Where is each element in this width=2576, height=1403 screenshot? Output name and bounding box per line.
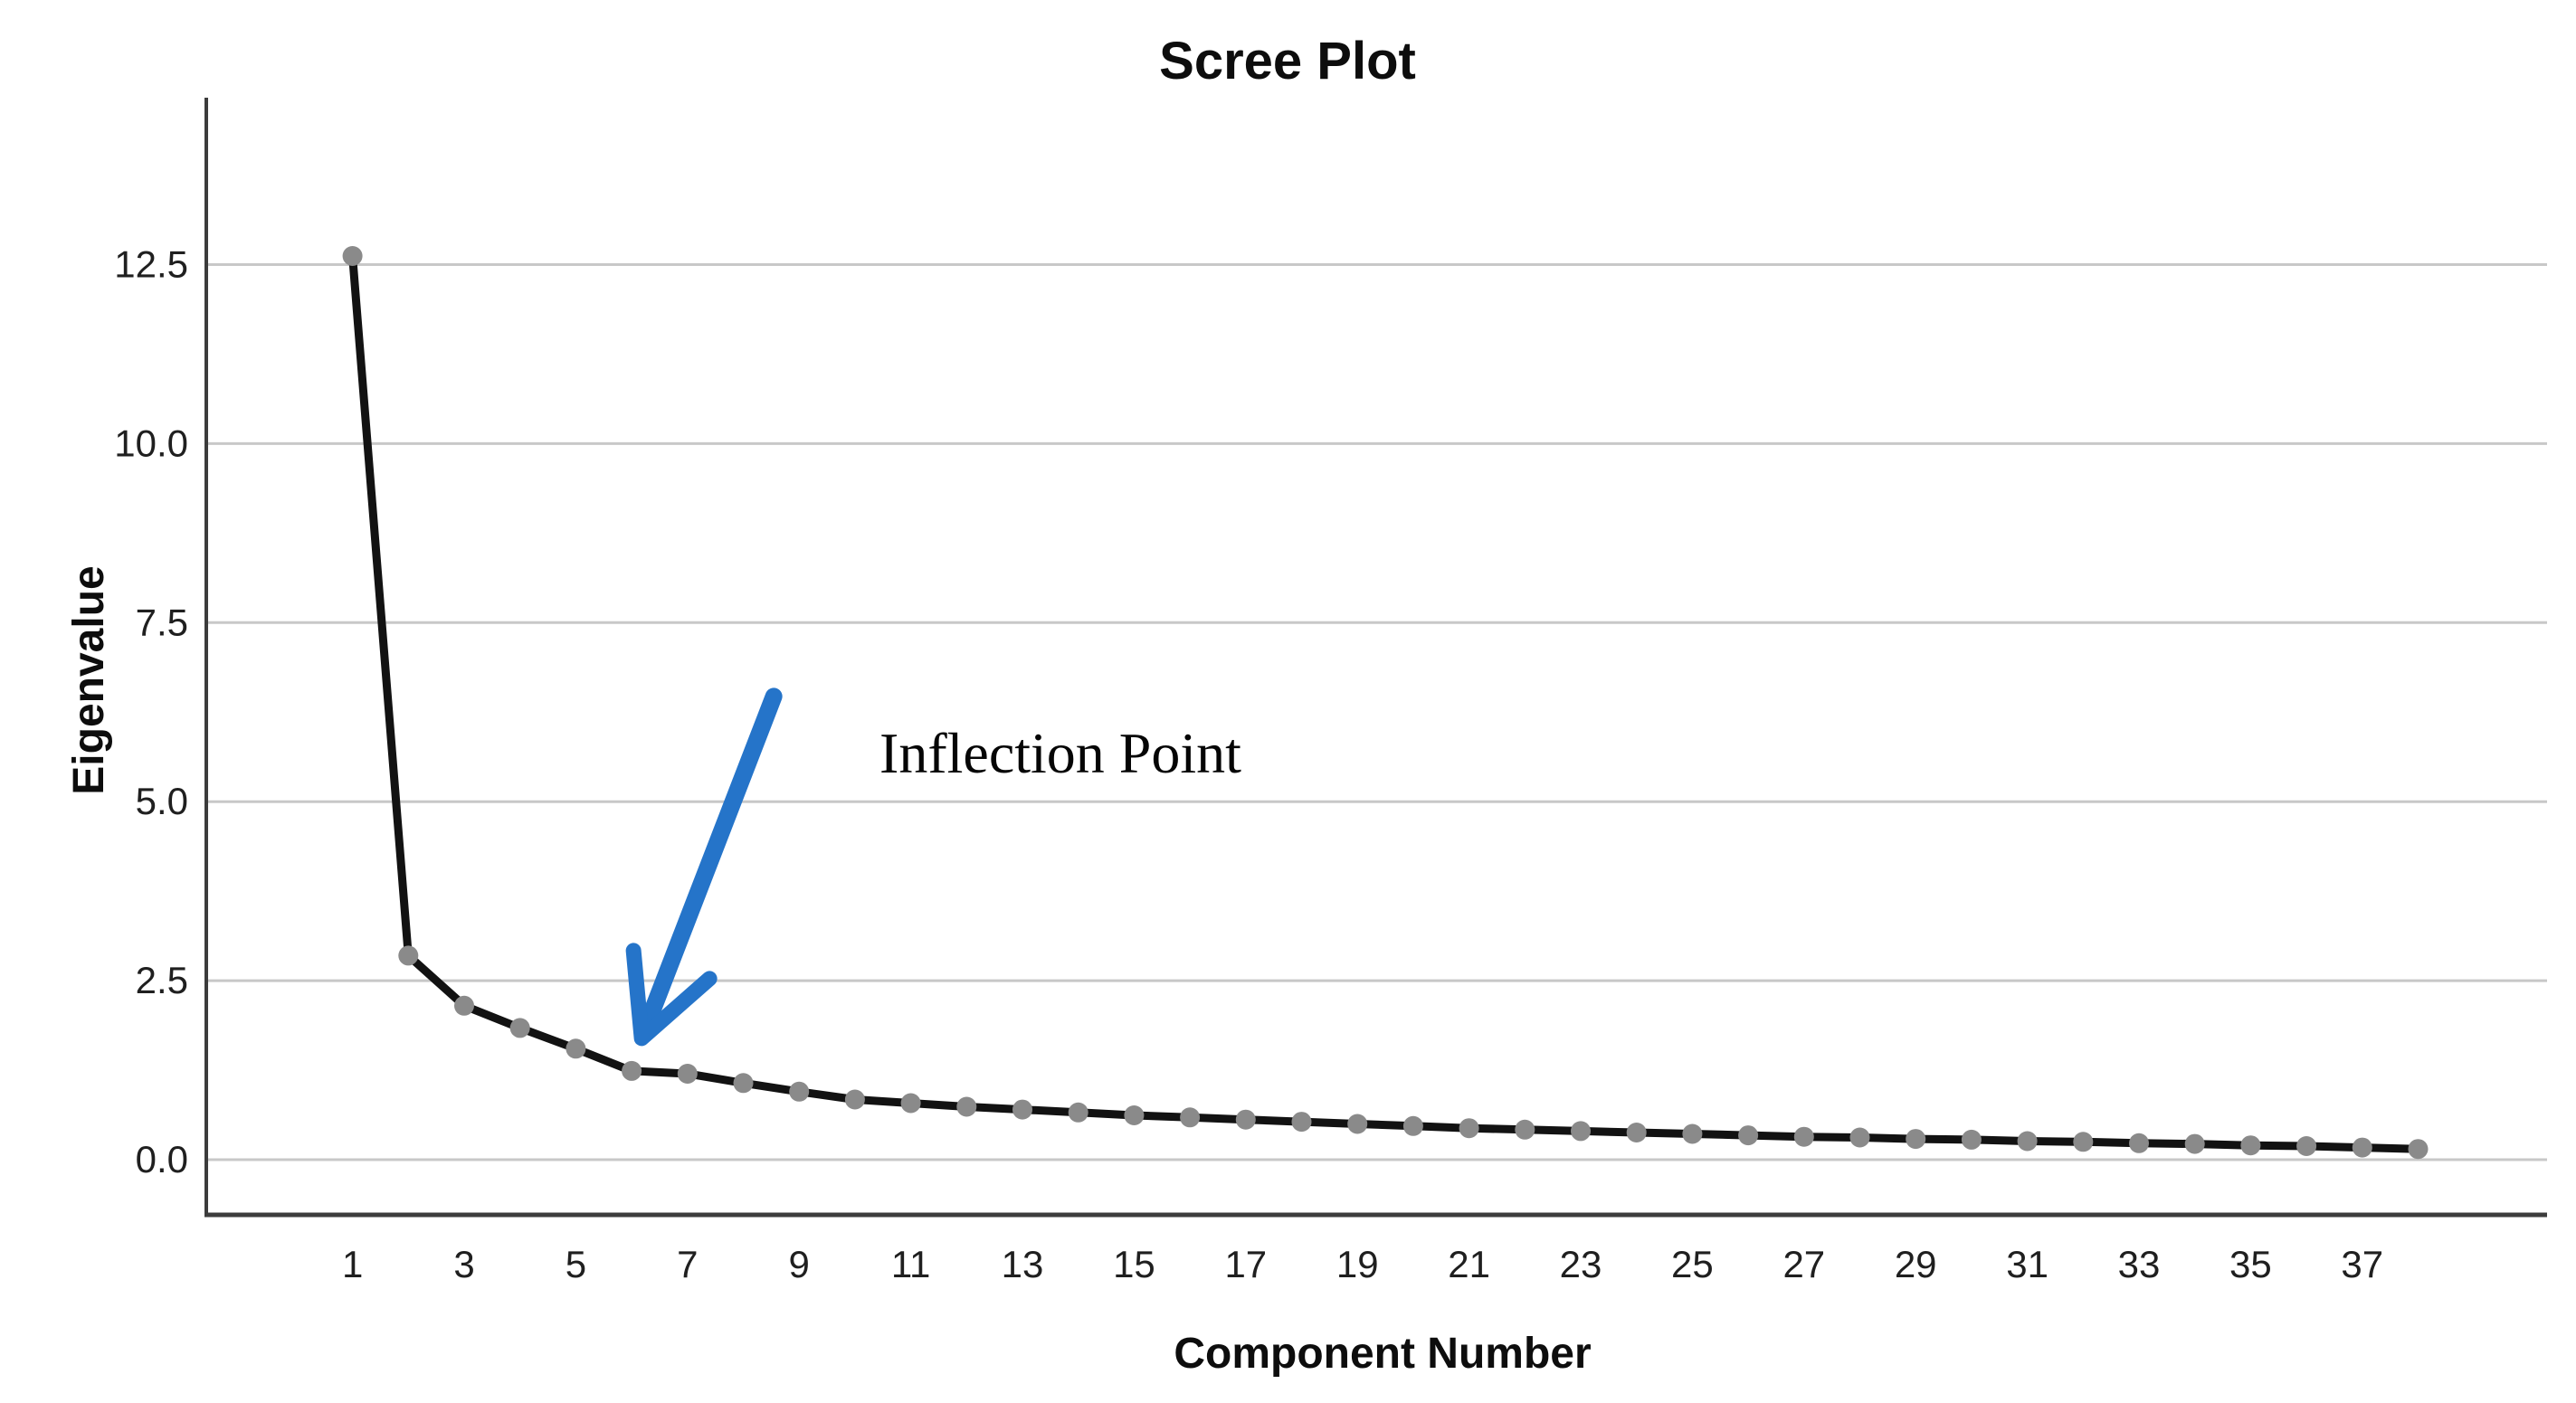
x-tick-label: 1: [342, 1243, 363, 1285]
data-point-marker: [789, 1081, 810, 1102]
x-tick-label: 33: [2118, 1243, 2161, 1285]
data-point-marker: [2017, 1131, 2038, 1152]
data-point-marker: [677, 1064, 698, 1084]
data-point-marker: [1180, 1107, 1201, 1128]
y-tick-label: 2.5: [136, 959, 188, 1001]
y-axis-title: Eigenvalue: [65, 565, 113, 794]
y-tick-label: 0.0: [136, 1138, 188, 1180]
y-tick-labels: 0.0 2.5 5.0 7.5 10.0 12.5: [114, 242, 188, 1180]
data-point-marker: [1793, 1126, 1814, 1147]
y-tick-label: 7.5: [136, 601, 188, 643]
x-tick-label: 31: [2006, 1243, 2048, 1285]
data-point-marker: [1849, 1127, 1870, 1148]
data-point-marker: [1402, 1115, 1423, 1136]
data-point-marker: [2408, 1139, 2429, 1160]
data-point-marker: [566, 1038, 586, 1059]
data-point-marker: [1961, 1129, 1982, 1150]
x-tick-label: 11: [891, 1243, 931, 1285]
x-tick-label: 5: [566, 1243, 586, 1285]
x-tick-label: 27: [1782, 1243, 1825, 1285]
inflection-arrow: [625, 687, 783, 1047]
x-tick-label: 17: [1224, 1243, 1267, 1285]
data-point-marker: [1682, 1123, 1703, 1144]
arrow-shaft: [642, 687, 783, 1026]
data-point-marker: [2296, 1136, 2317, 1156]
data-point-marker: [1459, 1118, 1479, 1139]
x-tick-label: 23: [1560, 1243, 1602, 1285]
data-point-marker: [2073, 1132, 2094, 1152]
x-tick-label: 7: [677, 1243, 698, 1285]
data-point-marker: [733, 1073, 754, 1094]
data-point-marker: [1235, 1109, 1256, 1130]
data-point-marker: [1291, 1112, 1312, 1133]
data-point-marker: [956, 1096, 977, 1117]
data-point-marker: [844, 1089, 865, 1110]
x-tick-label: 13: [1002, 1243, 1044, 1285]
gridlines: [206, 262, 2547, 1161]
data-point-marker: [2240, 1135, 2261, 1156]
data-point-marker: [454, 995, 474, 1016]
data-point-marker: [1571, 1121, 1591, 1142]
data-point-marker: [2352, 1137, 2372, 1158]
inflection-point-label: Inflection Point: [879, 721, 1241, 785]
data-point-marker: [509, 1018, 530, 1038]
data-point-marker: [1012, 1099, 1032, 1120]
data-point-marker: [622, 1060, 642, 1081]
x-tick-label: 29: [1895, 1243, 1937, 1285]
x-tick-label: 25: [1671, 1243, 1714, 1285]
data-point-marker: [1738, 1125, 1759, 1146]
data-point-marker: [1124, 1105, 1145, 1125]
x-tick-labels: 1 3 5 7 9 11 13 15 17 19 21 23 25 27 29 31 33 35 37: [342, 1243, 2383, 1285]
y-tick-label: 5.0: [136, 780, 188, 822]
data-point-marker: [398, 945, 419, 966]
x-axis-title: Component Number: [1174, 1330, 1591, 1378]
data-point-marker: [2184, 1133, 2205, 1154]
arrow-head: [625, 943, 718, 1047]
data-point-marker: [1347, 1114, 1368, 1134]
x-tick-label: 35: [2229, 1243, 2272, 1285]
data-point-marker: [1515, 1119, 1535, 1140]
data-point-marker: [2129, 1133, 2149, 1153]
data-point-marker: [1068, 1102, 1088, 1123]
x-tick-label: 21: [1448, 1243, 1490, 1285]
eigenvalue-series: [342, 246, 2429, 1160]
data-point-marker: [1906, 1129, 1926, 1150]
x-tick-label: 15: [1113, 1243, 1155, 1285]
x-tick-label: 3: [453, 1243, 474, 1285]
y-tick-label: 10.0: [114, 422, 188, 464]
x-tick-label: 37: [2341, 1243, 2383, 1285]
chart-title: Scree Plot: [1159, 32, 1416, 90]
data-point-marker: [900, 1093, 921, 1114]
y-tick-label: 12.5: [114, 242, 188, 285]
data-point-marker: [1626, 1123, 1647, 1142]
x-tick-label: 19: [1336, 1243, 1379, 1285]
data-point-marker: [342, 246, 363, 266]
x-tick-label: 9: [789, 1243, 810, 1285]
